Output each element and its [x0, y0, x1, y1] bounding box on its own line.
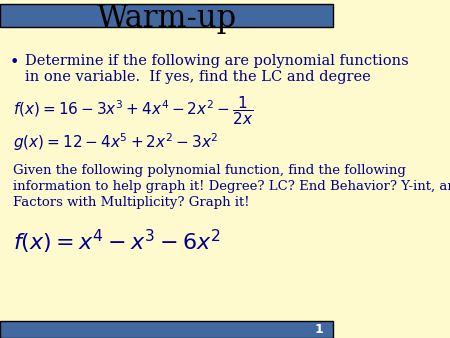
- Text: Determine if the following are polynomial functions: Determine if the following are polynomia…: [25, 54, 409, 68]
- Text: in one variable.  If yes, find the LC and degree: in one variable. If yes, find the LC and…: [25, 70, 371, 84]
- Text: Warm-up: Warm-up: [97, 3, 237, 34]
- Text: Factors with Multiplicity? Graph it!: Factors with Multiplicity? Graph it!: [14, 196, 250, 209]
- FancyBboxPatch shape: [0, 4, 333, 27]
- Text: information to help graph it! Degree? LC? End Behavior? Y-int, and: information to help graph it! Degree? LC…: [14, 180, 450, 193]
- Text: $g(x) = 12 - 4x^5 + 2x^2 - 3x^2$: $g(x) = 12 - 4x^5 + 2x^2 - 3x^2$: [14, 131, 219, 153]
- Text: $f(x) = x^4 - x^3 - 6x^2$: $f(x) = x^4 - x^3 - 6x^2$: [14, 228, 221, 256]
- Text: •: •: [10, 55, 19, 70]
- Text: 1: 1: [315, 323, 324, 336]
- Text: Given the following polynomial function, find the following: Given the following polynomial function,…: [14, 164, 406, 177]
- FancyBboxPatch shape: [0, 321, 333, 338]
- Text: $f(x) = 16 - 3x^3 + 4x^4 - 2x^2 - \dfrac{1}{2x}$: $f(x) = 16 - 3x^3 + 4x^4 - 2x^2 - \dfrac…: [14, 94, 254, 127]
